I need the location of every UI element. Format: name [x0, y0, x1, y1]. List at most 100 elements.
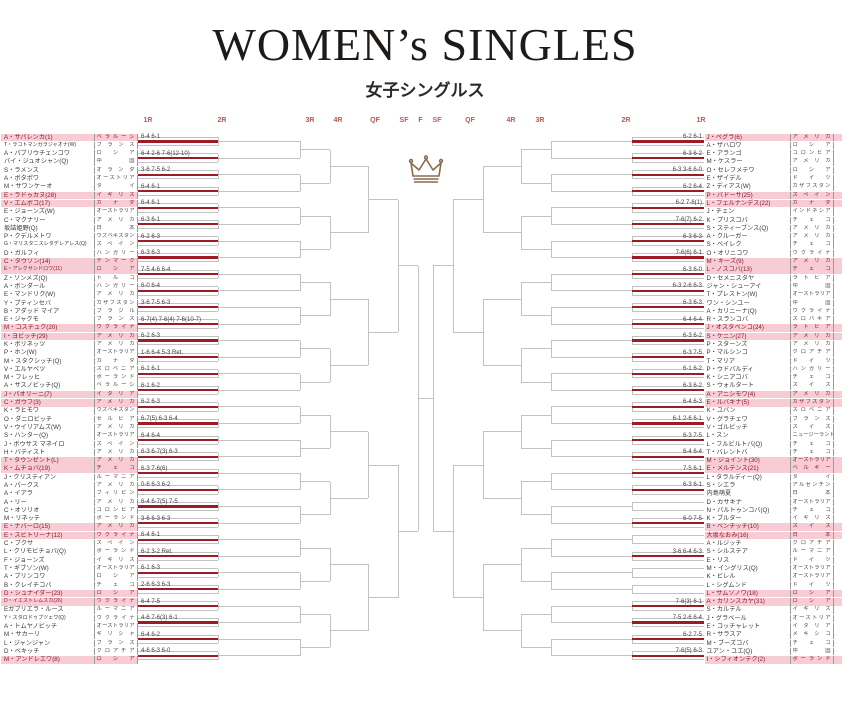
advance-line	[218, 290, 300, 292]
seed-highlight	[705, 656, 842, 664]
player-line	[137, 253, 218, 254]
player-line	[632, 485, 704, 487]
advance-line	[218, 588, 300, 590]
advance-line	[453, 331, 483, 333]
round-join-line	[521, 614, 522, 648]
player-name: 大坂なおみ(16)	[706, 531, 749, 539]
player-name: D・ガルフィ	[4, 249, 40, 257]
player-line	[137, 493, 218, 495]
player-country: ウズベキスタン	[93, 407, 138, 415]
player-country: ドイツ	[789, 357, 834, 366]
seed-highlight	[1, 465, 138, 473]
result-line	[137, 604, 218, 608]
player-country: ベルギー	[789, 465, 834, 473]
player-country: ロシア	[93, 573, 138, 581]
player-name: E・ルバキナ(5)	[706, 399, 750, 407]
match-join-line	[632, 568, 633, 577]
result-line	[632, 621, 704, 624]
match-score: 6-4 6-1	[141, 200, 161, 207]
player-line	[137, 219, 218, 221]
seed-highlight	[1, 531, 138, 540]
player-line	[137, 394, 218, 395]
player-country: ロシア	[93, 589, 138, 598]
player-name: A・トムヤノビッチ	[4, 623, 58, 630]
advance-line	[551, 655, 632, 657]
advance-line	[551, 340, 632, 341]
player-line	[632, 518, 704, 520]
advance-line	[218, 207, 300, 209]
player-line	[632, 568, 704, 570]
player-name: R・サラスア	[706, 631, 742, 639]
player-name: A・ボンダール	[4, 282, 46, 290]
seed-highlight	[705, 523, 842, 531]
round-join-line	[551, 440, 552, 457]
player-country: チェコ	[789, 216, 834, 225]
advance-line	[330, 365, 368, 366]
player-name: Z・ソンメズ(Q)	[4, 274, 48, 282]
advance-line	[551, 240, 632, 242]
player-country: タイ	[789, 473, 834, 482]
player-line	[137, 161, 218, 163]
player-name: ワン・シンユー	[706, 299, 750, 307]
player-country: ロシア	[789, 589, 834, 598]
player-line	[137, 178, 218, 180]
round-join-line	[483, 564, 484, 631]
player-name: E・ザイデル	[706, 175, 742, 183]
result-line	[632, 273, 704, 276]
player-country: チェコ	[789, 440, 834, 449]
player-line	[137, 360, 218, 362]
seed-highlight	[1, 266, 138, 274]
player-country: コロンビア	[93, 506, 138, 515]
advance-line	[551, 456, 632, 458]
player-country: デンマーク	[93, 258, 138, 266]
match-score: 6-3 3-6 6-0	[672, 167, 702, 174]
advance-line	[300, 315, 330, 317]
round-join-line	[551, 240, 552, 258]
result-line	[137, 571, 218, 574]
result-line	[632, 173, 704, 176]
player-country: アメリカ	[789, 258, 834, 266]
final-line	[418, 398, 433, 399]
advance-line	[330, 564, 368, 565]
player-name: E・アレクサンドロワ(11)	[4, 266, 62, 273]
round-join-line	[551, 473, 552, 490]
player-line	[632, 136, 704, 138]
player-country: ロシア	[789, 141, 834, 150]
player-name: A・パークス	[4, 481, 39, 489]
result-line	[137, 256, 218, 259]
match-score: 6-4 6-1	[141, 183, 161, 190]
result-line	[137, 372, 218, 375]
player-line	[137, 228, 218, 229]
player-country: オーストラリア	[789, 291, 834, 299]
player-country: チェコ	[789, 266, 834, 274]
result-line	[632, 306, 704, 309]
player-name: S・ベイレク	[706, 241, 742, 249]
advance-line	[551, 323, 632, 325]
advance-line	[218, 257, 300, 258]
player-country: オーストラリア	[93, 432, 138, 440]
player-country: ルーマニア	[93, 606, 138, 614]
player-line	[137, 559, 218, 561]
advance-line	[300, 514, 330, 516]
player-line	[632, 236, 704, 238]
player-country: ウクライナ	[93, 324, 138, 332]
seed-highlight	[705, 199, 842, 208]
player-country: オーストラリア	[789, 498, 834, 507]
player-country: ロシア	[93, 266, 138, 274]
seed-highlight	[1, 257, 138, 266]
result-line	[137, 190, 218, 193]
round-label: F	[418, 117, 423, 124]
player-name: D・ベキッチ	[4, 647, 40, 655]
player-country: オーストリア	[93, 175, 138, 183]
player-line	[137, 476, 218, 478]
advance-line	[551, 439, 632, 441]
advance-line	[218, 190, 300, 192]
player-name: J・パオリーニ(7)	[4, 390, 52, 398]
player-name: J・チェン	[706, 208, 735, 216]
player-country: 日本	[789, 490, 834, 498]
player-country: ニュージーランド	[789, 432, 834, 440]
player-country: チェコ	[789, 241, 834, 250]
player-country: アルゼンチン	[789, 481, 834, 490]
player-line	[632, 352, 704, 354]
player-country: オーストラリア	[93, 349, 138, 357]
